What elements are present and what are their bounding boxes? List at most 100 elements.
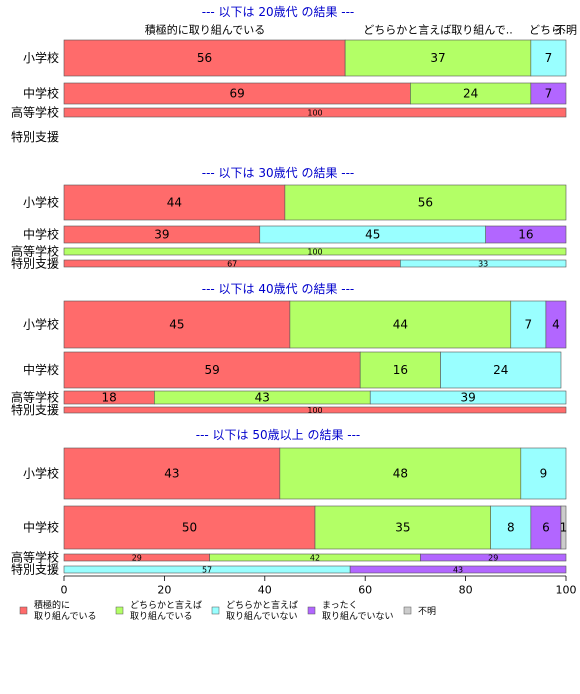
data-label: 24 [463, 87, 478, 101]
bar-segment [63, 247, 567, 256]
data-label: 6 [542, 521, 550, 535]
bar-segment [63, 406, 567, 414]
data-label: 57 [202, 566, 212, 575]
group-title: --- 以下は 20歳代 の結果 --- [202, 5, 355, 19]
bar-segment [440, 351, 562, 389]
x-tick-label: 20 [157, 584, 171, 597]
x-tick-label: 100 [556, 584, 577, 597]
bar-segment [63, 351, 361, 389]
category-label: 中学校 [23, 86, 59, 101]
data-label: 29 [488, 554, 498, 563]
legend-swatch [403, 606, 412, 615]
group-title: --- 以下は 40歳代 の結果 --- [202, 282, 355, 296]
data-label: 100 [307, 109, 322, 118]
bar-segment [289, 300, 512, 349]
data-label: 39 [460, 391, 475, 405]
data-label: 16 [518, 228, 533, 242]
bar-segment [530, 39, 567, 77]
bar-segment [545, 300, 567, 349]
bar-segment [530, 82, 567, 105]
bar-segment [490, 505, 532, 550]
category-label: 高等学校 [11, 105, 59, 120]
legend-swatch [307, 606, 316, 615]
x-tick-label: 40 [258, 584, 272, 597]
legend-label: 不明 [418, 606, 436, 617]
category-label: 中学校 [23, 227, 59, 242]
group-title: --- 以下は 50歳以上 の結果 --- [196, 428, 361, 442]
data-label: 7 [545, 51, 553, 65]
category-label: 特別支援 [11, 129, 59, 144]
legend-label: 取り組んでいない [322, 610, 394, 622]
category-label: 小学校 [23, 50, 59, 65]
bar-segment [344, 39, 532, 77]
category-label: 小学校 [23, 317, 59, 332]
column-header: どちらかと言えば取り組んで.. [363, 24, 512, 37]
category-label: 小学校 [23, 195, 59, 210]
column-header: どちら.. [529, 24, 569, 37]
bar-segment [485, 225, 567, 244]
data-label: 37 [430, 51, 445, 65]
x-tick-label: 0 [61, 584, 68, 597]
data-label: 35 [395, 521, 410, 535]
legend-label: どちらかと言えば [226, 599, 298, 611]
bar-segment [420, 553, 567, 562]
category-label: 特別支援 [11, 402, 59, 417]
category-label: 高等学校 [11, 244, 59, 259]
data-label: 45 [365, 228, 380, 242]
x-tick-label: 80 [459, 584, 473, 597]
legend-swatch [211, 606, 220, 615]
data-label: 56 [197, 51, 212, 65]
column-header: 積極的に取り組んでいる [145, 23, 265, 37]
data-label: 43 [453, 566, 463, 575]
data-label: 24 [493, 363, 508, 377]
data-label: 7 [525, 318, 533, 332]
bar-segment [400, 259, 567, 268]
bar-segment [63, 107, 567, 118]
category-label: 特別支援 [11, 562, 59, 577]
data-label: 9 [540, 467, 548, 481]
data-label: 50 [182, 521, 197, 535]
data-label: 43 [255, 391, 270, 405]
category-label: 特別支援 [11, 256, 59, 271]
legend-swatch [19, 606, 28, 615]
data-label: 56 [418, 196, 433, 210]
data-label: 18 [102, 391, 117, 405]
data-label: 59 [204, 363, 219, 377]
legend-label: まったく [322, 600, 358, 611]
x-tick-label: 60 [358, 584, 372, 597]
legend-label: 積極的に [34, 599, 70, 611]
legend-label: 取り組んでいる [34, 610, 97, 622]
bar-segment [63, 447, 281, 500]
data-label: 45 [169, 318, 184, 332]
data-label: 8 [507, 521, 515, 535]
category-label: 中学校 [23, 362, 59, 377]
data-label: 42 [310, 554, 320, 563]
data-label: 67 [227, 260, 237, 269]
data-label: 4 [552, 318, 560, 332]
data-label: 43 [164, 467, 179, 481]
bar-segment [560, 505, 567, 550]
group-title: --- 以下は 30歳代 の結果 --- [202, 166, 355, 180]
bar-segment [520, 447, 567, 500]
bar-segment [359, 351, 441, 389]
data-label: 39 [154, 228, 169, 242]
data-label: 1 [560, 521, 568, 535]
data-label: 33 [478, 260, 488, 269]
bar-segment [279, 447, 522, 500]
bar-segment [530, 505, 562, 550]
legend-swatch [115, 606, 124, 615]
category-label: 高等学校 [11, 390, 59, 405]
legend-label: どちらかと言えば [130, 599, 202, 611]
data-label: 44 [393, 318, 408, 332]
legend-label: 取り組んでいない [226, 610, 298, 622]
data-label: 100 [307, 248, 322, 257]
category-label: 高等学校 [11, 550, 59, 565]
bar-segment [63, 505, 316, 550]
column-header: 不明 [555, 24, 577, 37]
bar-segment [349, 565, 567, 574]
category-label: 小学校 [23, 466, 59, 481]
data-label: 69 [230, 87, 245, 101]
bar-segment [284, 184, 567, 221]
bar-segment [63, 300, 291, 349]
